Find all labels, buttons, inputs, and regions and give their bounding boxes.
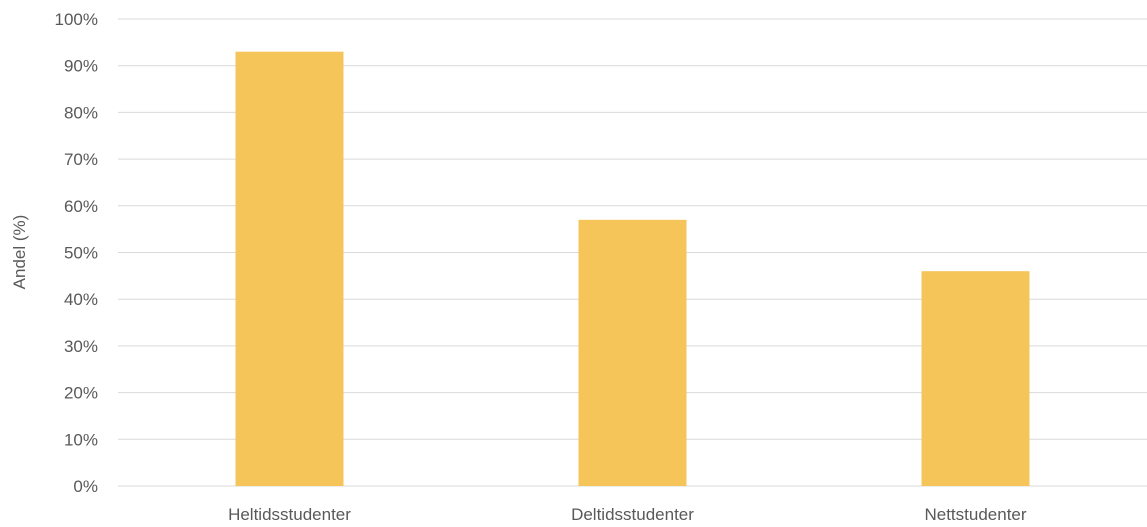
y-tick-label: 90%: [64, 57, 98, 76]
y-tick-label: 30%: [64, 337, 98, 356]
bar-layer: [236, 52, 1030, 486]
x-category-label: Nettstudenter: [924, 505, 1026, 524]
bar-heltidsstudenter: [236, 52, 344, 486]
y-tick-label: 20%: [64, 384, 98, 403]
x-category-label: Heltidsstudenter: [228, 505, 351, 524]
x-axis-categories: Heltidsstudenter Deltidsstudenter Nettstud…: [228, 505, 1027, 524]
y-tick-label: 50%: [64, 244, 98, 263]
bar-deltidsstudenter: [579, 220, 687, 486]
bar-nettstudenter: [922, 271, 1030, 486]
y-tick-label: 100%: [55, 10, 98, 29]
y-tick-label: 70%: [64, 150, 98, 169]
y-tick-label: 60%: [64, 197, 98, 216]
y-tick-label: 80%: [64, 103, 98, 122]
y-axis-title: Andel (%): [10, 215, 29, 290]
x-category-label: Deltidsstudenter: [571, 505, 694, 524]
y-tick-label: 10%: [64, 430, 98, 449]
y-tick-label: 0%: [73, 477, 98, 496]
y-tick-label: 40%: [64, 290, 98, 309]
y-axis-ticks: 0% 10% 20% 30% 40% 50% 60% 70% 80% 90% 100%: [55, 10, 98, 496]
